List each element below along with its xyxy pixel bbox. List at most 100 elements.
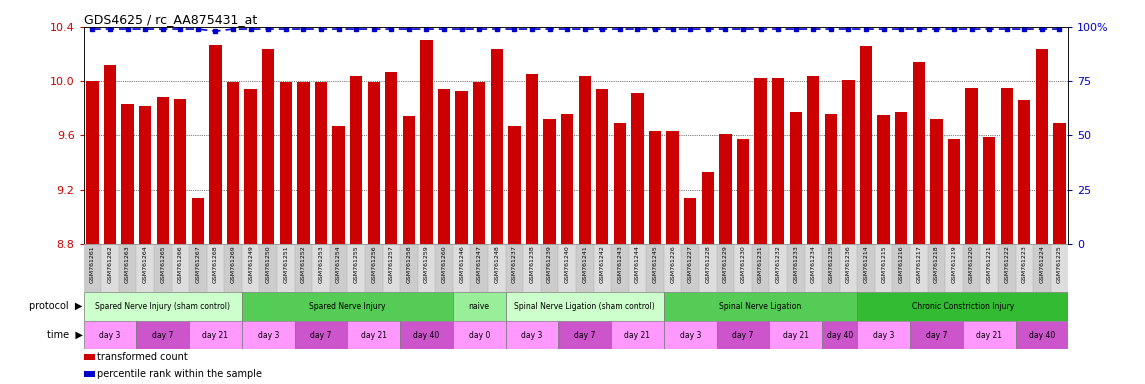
Text: day 40: day 40 bbox=[1029, 331, 1055, 339]
Bar bbox=[101, 244, 119, 292]
Bar bbox=[506, 244, 523, 292]
Text: GSM761219: GSM761219 bbox=[951, 245, 956, 283]
Text: day 3: day 3 bbox=[100, 331, 120, 339]
Bar bbox=[315, 83, 327, 244]
Bar bbox=[787, 244, 805, 292]
Text: day 3: day 3 bbox=[679, 331, 701, 339]
Bar bbox=[681, 244, 698, 292]
Text: day 40: day 40 bbox=[413, 331, 440, 339]
Bar bbox=[892, 244, 910, 292]
Text: GSM761259: GSM761259 bbox=[424, 245, 429, 283]
Text: Spared Nerve Injury: Spared Nerve Injury bbox=[309, 302, 386, 311]
Bar bbox=[611, 244, 629, 292]
Text: day 3: day 3 bbox=[521, 331, 543, 339]
Text: GSM761264: GSM761264 bbox=[143, 245, 148, 283]
Text: GSM761233: GSM761233 bbox=[793, 245, 798, 283]
Text: GSM761249: GSM761249 bbox=[248, 245, 253, 283]
Bar bbox=[858, 292, 1068, 321]
Bar bbox=[875, 244, 892, 292]
Text: GSM761269: GSM761269 bbox=[230, 245, 236, 283]
Bar bbox=[473, 83, 485, 244]
Bar bbox=[984, 137, 995, 244]
Bar bbox=[279, 83, 292, 244]
Text: GSM761239: GSM761239 bbox=[547, 245, 552, 283]
Bar bbox=[737, 139, 749, 244]
Text: time  ▶: time ▶ bbox=[47, 330, 82, 340]
Bar bbox=[277, 244, 294, 292]
Bar bbox=[420, 40, 433, 244]
Bar bbox=[910, 244, 927, 292]
Bar bbox=[368, 83, 380, 244]
Bar bbox=[86, 81, 98, 244]
Bar bbox=[491, 49, 503, 244]
Text: GSM761258: GSM761258 bbox=[406, 245, 411, 283]
Text: GSM761248: GSM761248 bbox=[495, 245, 499, 283]
Text: day 7: day 7 bbox=[925, 331, 947, 339]
Text: GSM761241: GSM761241 bbox=[582, 245, 587, 283]
Text: GSM761252: GSM761252 bbox=[301, 245, 306, 283]
Bar bbox=[294, 244, 313, 292]
Text: day 7: day 7 bbox=[310, 331, 332, 339]
Bar bbox=[506, 321, 559, 349]
Bar bbox=[578, 76, 591, 244]
Bar bbox=[418, 244, 435, 292]
Text: day 21: day 21 bbox=[624, 331, 650, 339]
Bar bbox=[927, 244, 946, 292]
Bar bbox=[910, 321, 963, 349]
Bar bbox=[139, 106, 151, 244]
Text: GSM761261: GSM761261 bbox=[89, 245, 95, 283]
Bar bbox=[717, 244, 734, 292]
Text: GSM761238: GSM761238 bbox=[529, 245, 535, 283]
Bar bbox=[858, 244, 875, 292]
Text: GSM761250: GSM761250 bbox=[266, 245, 270, 283]
Text: GSM761245: GSM761245 bbox=[653, 245, 657, 283]
Bar bbox=[717, 321, 769, 349]
Text: GSM761235: GSM761235 bbox=[828, 245, 834, 283]
Text: GSM761262: GSM761262 bbox=[108, 245, 112, 283]
Bar bbox=[858, 321, 910, 349]
Text: GSM761223: GSM761223 bbox=[1021, 245, 1027, 283]
Bar bbox=[242, 321, 294, 349]
Bar bbox=[807, 76, 820, 244]
Bar bbox=[559, 321, 611, 349]
Text: GSM761229: GSM761229 bbox=[722, 245, 728, 283]
Text: GSM761236: GSM761236 bbox=[846, 245, 851, 283]
Text: GSM761231: GSM761231 bbox=[758, 245, 763, 283]
Bar bbox=[207, 244, 224, 292]
Text: GSM761240: GSM761240 bbox=[564, 245, 570, 283]
Bar bbox=[262, 49, 275, 244]
Bar bbox=[1033, 244, 1051, 292]
Bar bbox=[698, 244, 717, 292]
Bar bbox=[136, 244, 153, 292]
Text: GSM761222: GSM761222 bbox=[1004, 245, 1009, 283]
Bar bbox=[453, 244, 471, 292]
Bar bbox=[913, 62, 925, 244]
Text: protocol  ▶: protocol ▶ bbox=[29, 301, 82, 311]
Text: GSM761257: GSM761257 bbox=[389, 245, 394, 283]
Bar bbox=[332, 126, 345, 244]
Bar bbox=[119, 244, 136, 292]
Bar bbox=[227, 83, 239, 244]
Bar bbox=[172, 244, 189, 292]
Bar bbox=[153, 244, 172, 292]
Bar bbox=[769, 244, 787, 292]
Bar bbox=[242, 292, 453, 321]
Bar bbox=[631, 93, 643, 244]
Text: GSM761268: GSM761268 bbox=[213, 245, 218, 283]
Bar bbox=[189, 321, 242, 349]
Bar bbox=[242, 244, 260, 292]
Text: GSM761230: GSM761230 bbox=[741, 245, 745, 283]
Text: day 21: day 21 bbox=[203, 331, 229, 339]
Bar bbox=[400, 321, 452, 349]
Bar bbox=[136, 321, 189, 349]
Text: GSM761224: GSM761224 bbox=[1040, 245, 1044, 283]
Bar bbox=[597, 89, 608, 244]
Bar bbox=[948, 139, 961, 244]
Bar bbox=[702, 172, 714, 244]
Bar bbox=[561, 114, 574, 244]
Bar bbox=[488, 244, 506, 292]
Bar bbox=[400, 244, 418, 292]
Bar bbox=[1016, 244, 1033, 292]
Text: GSM761266: GSM761266 bbox=[177, 245, 183, 283]
Bar bbox=[1051, 244, 1068, 292]
